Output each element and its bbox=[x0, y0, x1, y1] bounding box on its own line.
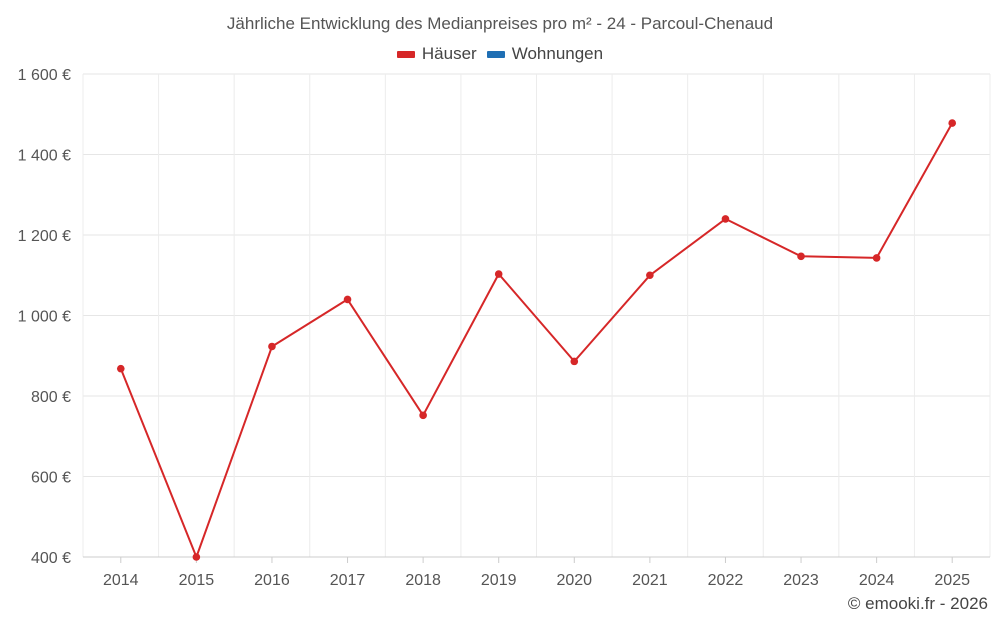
legend: Häuser Wohnungen bbox=[0, 44, 1000, 64]
x-tick-label: 2023 bbox=[783, 572, 819, 589]
y-tick-label: 600 € bbox=[31, 470, 71, 487]
credit-text: © emooki.fr - 2026 bbox=[847, 594, 988, 613]
x-tick-label: 2014 bbox=[103, 572, 139, 589]
x-tick-label: 2018 bbox=[405, 572, 441, 589]
legend-item-haeuser[interactable]: Häuser bbox=[396, 44, 477, 64]
legend-swatch-haeuser bbox=[396, 50, 415, 58]
data-point[interactable] bbox=[570, 357, 579, 366]
data-point[interactable] bbox=[116, 364, 125, 373]
data-point[interactable] bbox=[948, 119, 957, 127]
x-tick-label: 2024 bbox=[859, 572, 895, 589]
x-tick-label: 2021 bbox=[632, 572, 668, 589]
y-tick-label: 1 600 € bbox=[18, 67, 71, 84]
data-point[interactable] bbox=[646, 271, 654, 280]
y-tick-label: 800 € bbox=[31, 389, 71, 406]
x-tick-label: 2017 bbox=[330, 572, 366, 589]
data-point[interactable] bbox=[192, 553, 201, 561]
x-tick-label: 2019 bbox=[481, 572, 517, 589]
x-tick-label: 2020 bbox=[556, 572, 592, 589]
x-tick-label: 2015 bbox=[179, 572, 215, 589]
y-tick-label: 400 € bbox=[31, 550, 71, 567]
legend-item-wohnungen[interactable]: Wohnungen bbox=[486, 44, 604, 64]
data-point[interactable] bbox=[343, 295, 352, 304]
x-tick-label: 2022 bbox=[708, 572, 744, 589]
y-tick-label: 1 200 € bbox=[18, 228, 71, 245]
series-line-0 bbox=[119, 122, 954, 558]
legend-label-haeuser: Häuser bbox=[421, 44, 477, 63]
x-tick-label: 2025 bbox=[934, 572, 970, 589]
x-tick-label: 2016 bbox=[254, 572, 290, 589]
data-point[interactable] bbox=[494, 270, 503, 278]
data-point[interactable] bbox=[797, 252, 805, 261]
data-point[interactable] bbox=[721, 215, 730, 223]
legend-label-wohnungen: Wohnungen bbox=[511, 44, 604, 63]
data-point[interactable] bbox=[419, 411, 427, 420]
legend-swatch-wohnungen bbox=[486, 50, 505, 58]
data-point[interactable] bbox=[268, 342, 276, 351]
y-tick-label: 1 000 € bbox=[18, 309, 71, 326]
data-point[interactable] bbox=[872, 254, 881, 262]
y-tick-label: 1 400 € bbox=[18, 148, 71, 165]
chart-title: Jährliche Entwicklung des Medianpreises … bbox=[226, 14, 774, 33]
